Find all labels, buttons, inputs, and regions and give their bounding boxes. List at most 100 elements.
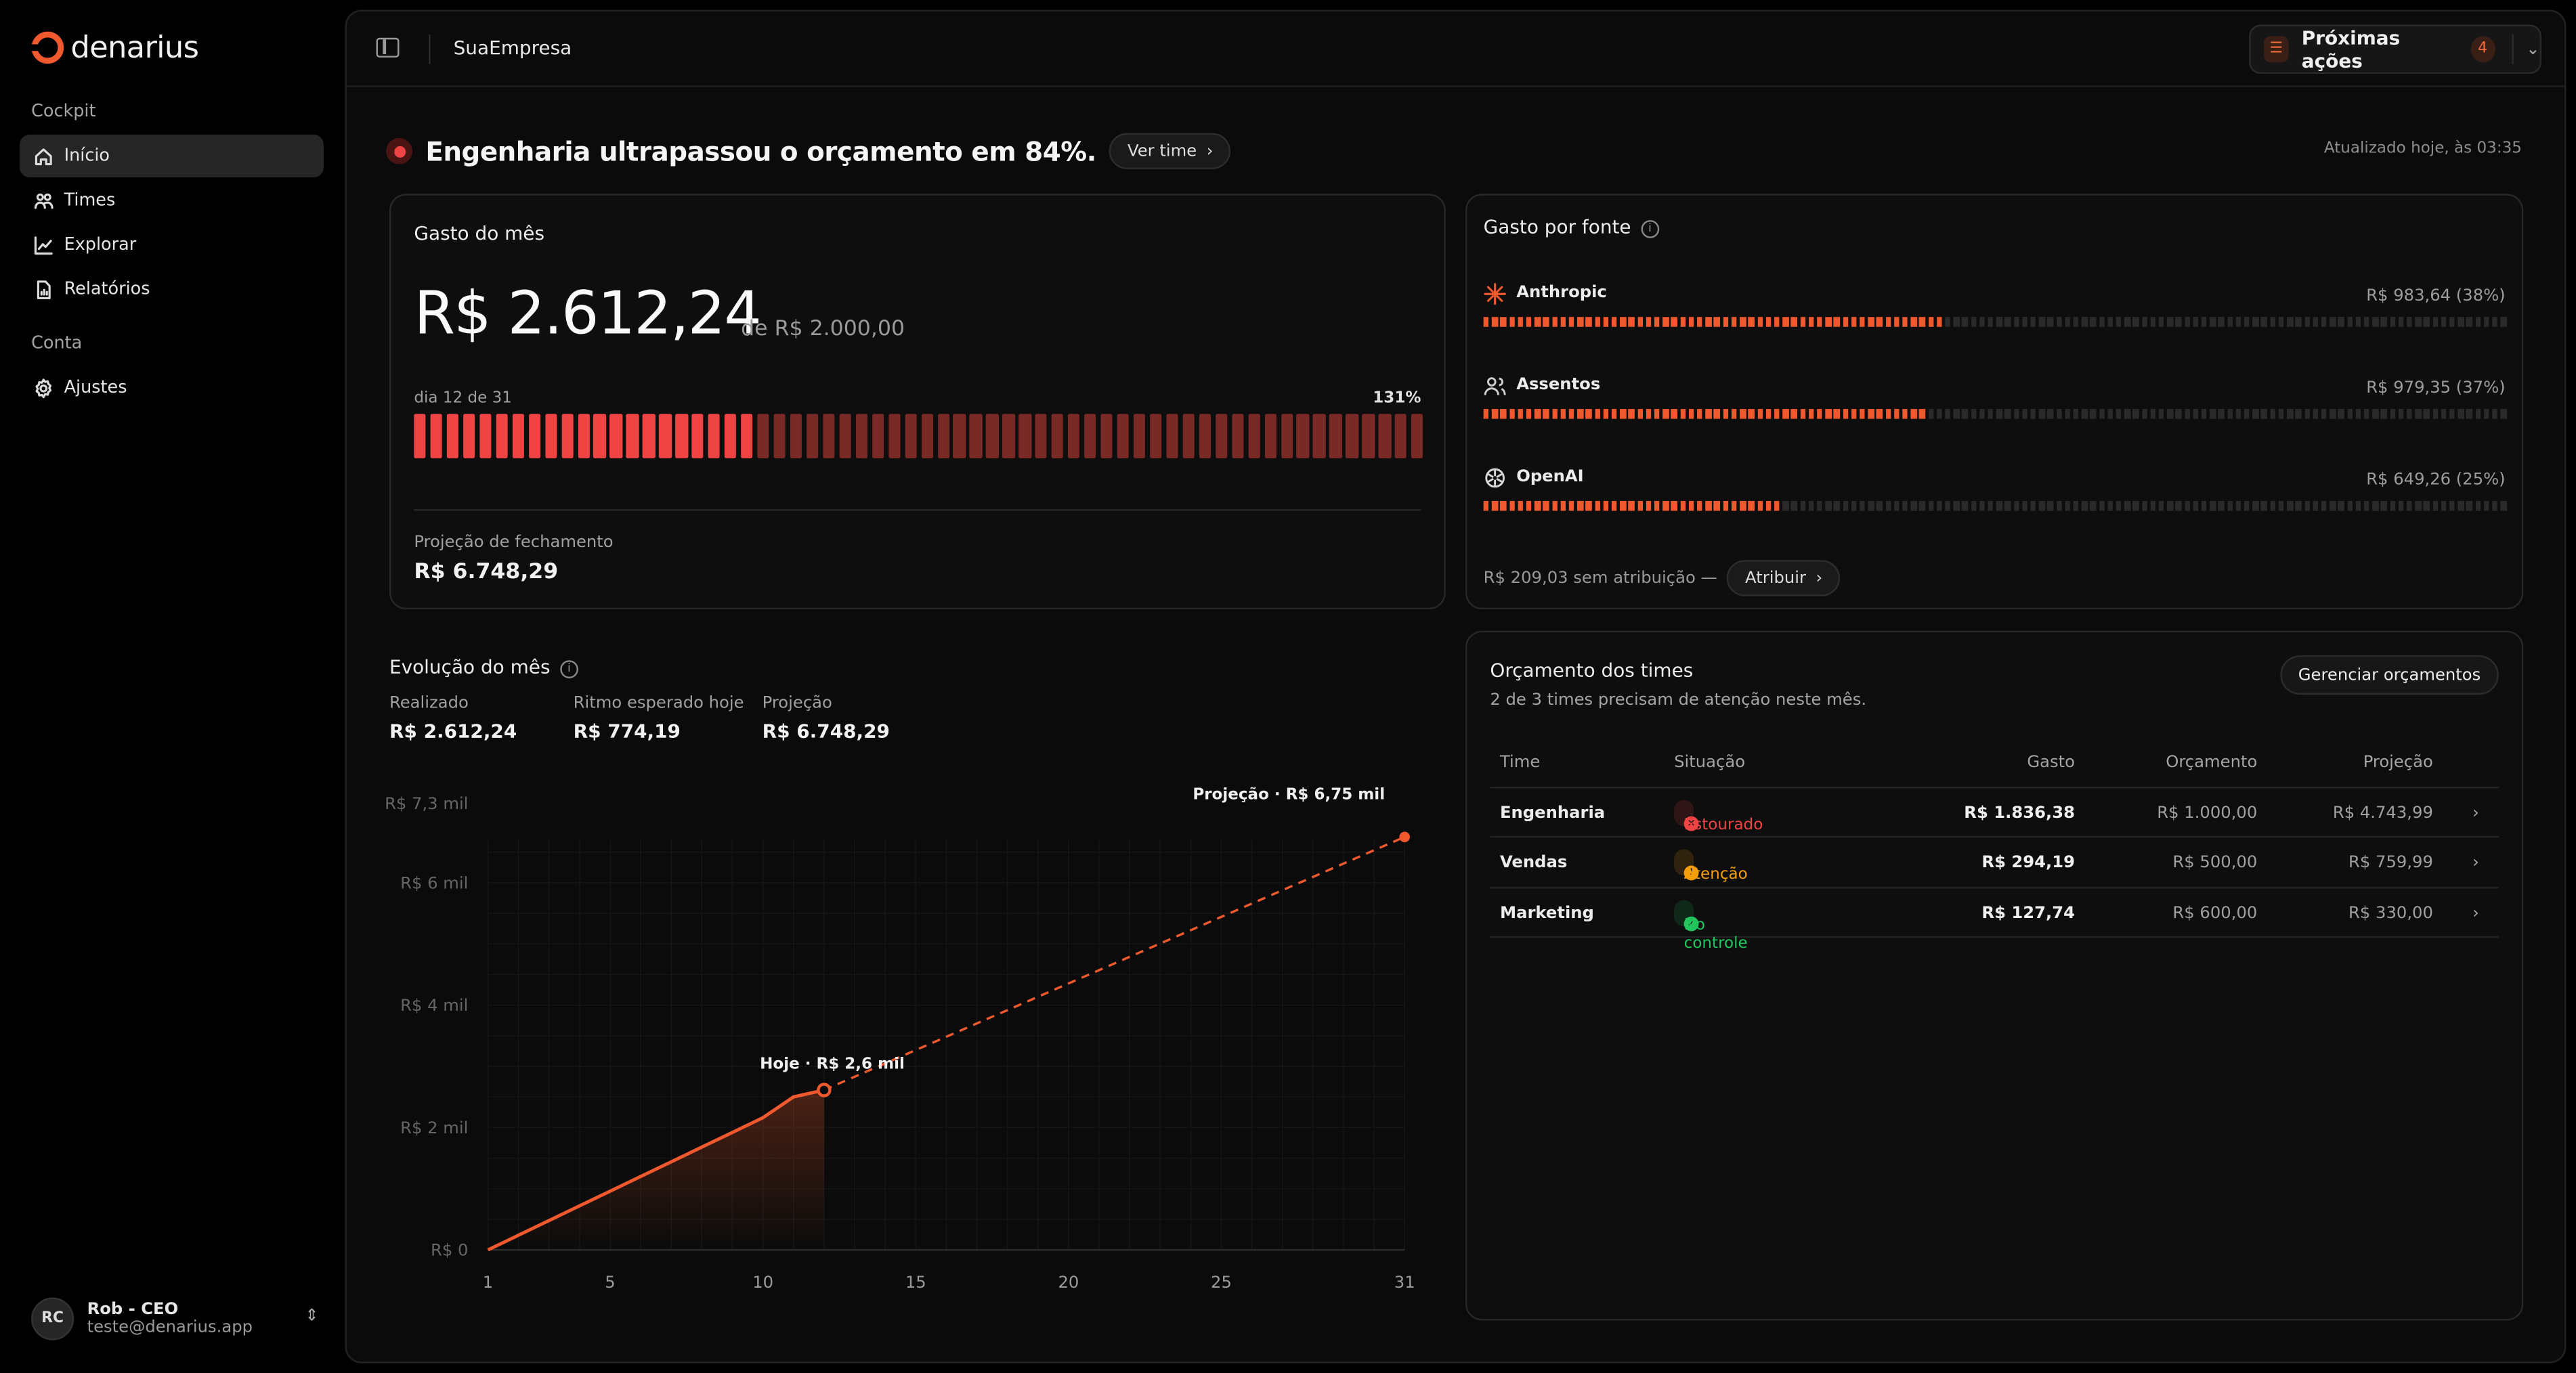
progress-segment bbox=[872, 414, 884, 458]
table-row[interactable]: Marketing ✓ No controle R$ 127,74 R$ 600,00 R… bbox=[1490, 888, 2499, 952]
share-segment bbox=[1971, 409, 1977, 419]
share-segment bbox=[1637, 500, 1644, 511]
share-segment bbox=[1603, 500, 1609, 511]
share-segment bbox=[1842, 317, 1849, 327]
share-segment bbox=[1594, 500, 1601, 511]
info-icon[interactable]: i bbox=[1641, 220, 1659, 238]
chevron-right-icon[interactable]: › bbox=[2472, 854, 2479, 873]
share-segment bbox=[2082, 409, 2088, 419]
share-segment bbox=[1662, 317, 1669, 327]
share-segment bbox=[1680, 317, 1686, 327]
assign-button[interactable]: Atribuir › bbox=[1727, 560, 1841, 596]
share-segment bbox=[2389, 317, 2395, 327]
share-segment bbox=[2278, 409, 2284, 419]
main-panel: SuaEmpresa ☰ Próximas ações 4 ⌄ Engenhar… bbox=[345, 9, 2567, 1364]
chevron-right-icon[interactable]: › bbox=[2472, 804, 2479, 823]
share-segment bbox=[2013, 500, 2019, 511]
updated-timestamp: Atualizado hoje, às 03:35 bbox=[2323, 139, 2522, 158]
share-segment bbox=[1534, 409, 1541, 419]
progress-segment bbox=[1002, 414, 1015, 458]
share-segment bbox=[1671, 500, 1677, 511]
sidebar-item-ajustes[interactable]: Ajustes bbox=[20, 366, 324, 409]
share-segment bbox=[1714, 317, 1720, 327]
sidebar-toggle-icon[interactable] bbox=[376, 37, 400, 58]
user-name: Rob - CEO bbox=[87, 1301, 179, 1320]
share-segment bbox=[1492, 409, 1498, 419]
progress-segment bbox=[773, 414, 786, 458]
view-team-button[interactable]: Ver time › bbox=[1109, 133, 1232, 169]
chevron-down-icon[interactable]: ⌄ bbox=[2526, 40, 2540, 59]
share-segment bbox=[1962, 409, 1968, 419]
user-menu[interactable]: RC Rob - CEO teste@denarius.app ⇕ bbox=[31, 1297, 319, 1341]
projection-label: Projeção · R$ 6,75 mil bbox=[1193, 785, 1385, 803]
team-budgets-title: Orçamento dos times bbox=[1490, 658, 1694, 682]
sidebar-item-explorar[interactable]: Explorar bbox=[20, 223, 324, 266]
month-spend-value: R$ 2.612,24 bbox=[414, 280, 762, 349]
today-label: Hoje · R$ 2,6 mil bbox=[760, 1055, 905, 1073]
progress-segment bbox=[659, 414, 672, 458]
share-segment bbox=[1919, 500, 1925, 511]
share-segment bbox=[2039, 317, 2045, 327]
share-segment bbox=[2252, 409, 2258, 419]
share-segment bbox=[2039, 409, 2045, 419]
team-name: Vendas bbox=[1499, 854, 1568, 873]
share-segment bbox=[2184, 317, 2191, 327]
share-segment bbox=[1560, 409, 1566, 419]
share-segment bbox=[1534, 317, 1541, 327]
source-value: R$ 649,26 (25%) bbox=[2366, 471, 2506, 489]
share-segment bbox=[2372, 317, 2378, 327]
share-segment bbox=[2227, 409, 2233, 419]
share-segment bbox=[1723, 317, 1729, 327]
table-row[interactable]: Engenharia ✕ Estourado R$ 1.836,38 R$ 1.000,… bbox=[1490, 787, 2499, 838]
share-segment bbox=[1560, 500, 1566, 511]
month-spend-card: Gasto do mês R$ 2.612,24 de R$ 2.000,00 … bbox=[389, 194, 1446, 610]
share-segment bbox=[2056, 500, 2062, 511]
share-segment bbox=[2269, 500, 2276, 511]
share-segment bbox=[2235, 317, 2241, 327]
share-segment bbox=[1671, 409, 1677, 419]
share-segment bbox=[1612, 317, 1618, 327]
share-segment bbox=[1971, 317, 1977, 327]
share-segment bbox=[1757, 409, 1763, 419]
chevron-right-icon[interactable]: › bbox=[2472, 904, 2479, 923]
user-email: teste@denarius.app bbox=[87, 1319, 253, 1337]
share-segment bbox=[2116, 317, 2122, 327]
share-segment bbox=[2090, 409, 2097, 419]
spend-progress-bar bbox=[414, 414, 1423, 458]
logo[interactable]: denarius bbox=[30, 30, 199, 66]
topbar: SuaEmpresa ☰ Próximas ações 4 ⌄ bbox=[346, 12, 2564, 87]
share-segment bbox=[1620, 500, 1626, 511]
manage-budgets-button[interactable]: Gerenciar orçamentos bbox=[2280, 655, 2499, 695]
x-tick-label: 25 bbox=[1211, 1272, 1232, 1292]
kpi-realizado: Realizado R$ 2.612,24 bbox=[389, 695, 517, 742]
share-segment bbox=[2065, 500, 2071, 511]
sidebar-item-inicio[interactable]: Início bbox=[20, 134, 324, 178]
next-actions-button[interactable]: ☰ Próximas ações 4 ⌄ bbox=[2249, 24, 2542, 74]
share-segment bbox=[1500, 317, 1507, 327]
share-segment bbox=[1723, 409, 1729, 419]
share-segment bbox=[1594, 317, 1601, 327]
share-segment bbox=[2133, 409, 2139, 419]
progress-segment bbox=[1084, 414, 1096, 458]
share-segment bbox=[2218, 500, 2225, 511]
share-segment bbox=[2406, 500, 2413, 511]
sidebar-item-relatorios[interactable]: Relatórios bbox=[20, 267, 324, 310]
share-segment bbox=[2218, 317, 2225, 327]
share-segment bbox=[1483, 317, 1489, 327]
budget-value: R$ 600,00 bbox=[2172, 904, 2258, 923]
share-segment bbox=[2193, 317, 2199, 327]
kpi-label: Ritmo esperado hoje bbox=[573, 695, 744, 713]
share-segment bbox=[2415, 409, 2421, 419]
table-row[interactable]: Vendas ! Atenção R$ 294,19 R$ 500,00 R$ 759,9… bbox=[1490, 837, 2499, 888]
info-icon[interactable]: i bbox=[560, 660, 578, 678]
share-segment bbox=[2492, 409, 2498, 419]
share-segment bbox=[2441, 500, 2447, 511]
share-segment bbox=[2295, 317, 2302, 327]
chevron-up-down-icon[interactable]: ⇕ bbox=[305, 1307, 319, 1326]
share-segment bbox=[1483, 409, 1489, 419]
sidebar-item-times[interactable]: Times bbox=[20, 179, 324, 221]
logo-text: denarius bbox=[70, 30, 199, 65]
share-segment bbox=[2039, 500, 2045, 511]
share-segment bbox=[1774, 409, 1780, 419]
